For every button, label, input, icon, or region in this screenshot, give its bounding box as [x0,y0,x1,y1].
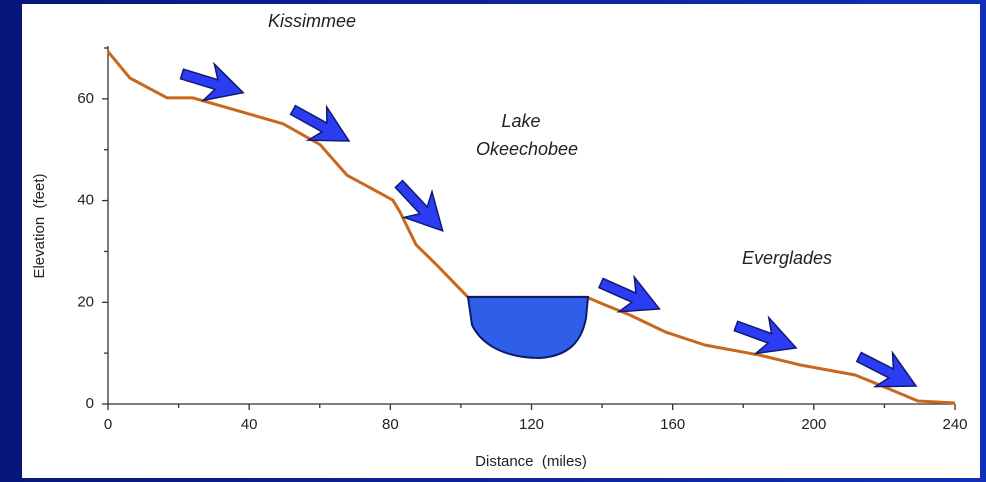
x-tick-label: 200 [801,416,826,433]
y-axis-label: Elevation (feet) [31,173,48,278]
y-tick-label: 20 [77,293,94,310]
x-tick-label: 240 [942,416,967,433]
x-tick-label: 0 [104,416,112,433]
x-tick-label: 80 [382,416,399,433]
y-tick-label: 0 [86,395,94,412]
page: Distance (miles) Elevation (feet) 0 20 40 6… [0,0,986,482]
x-tick-label: 160 [660,416,685,433]
chart-panel [22,4,980,478]
x-tick-label: 40 [241,416,258,433]
annotation: Okeechobee [476,139,578,159]
y-tick-label: 40 [77,192,94,209]
x-tick-label: 120 [519,416,544,433]
annotation: Lake [501,111,540,131]
x-axis-label: Distance (miles) [475,453,587,470]
chart: Distance (miles) Elevation (feet) 0 20 40 6… [0,0,986,482]
annotation: Kissimmee [268,11,356,31]
y-tick-label: 60 [77,90,94,107]
annotation: Everglades [742,248,832,268]
